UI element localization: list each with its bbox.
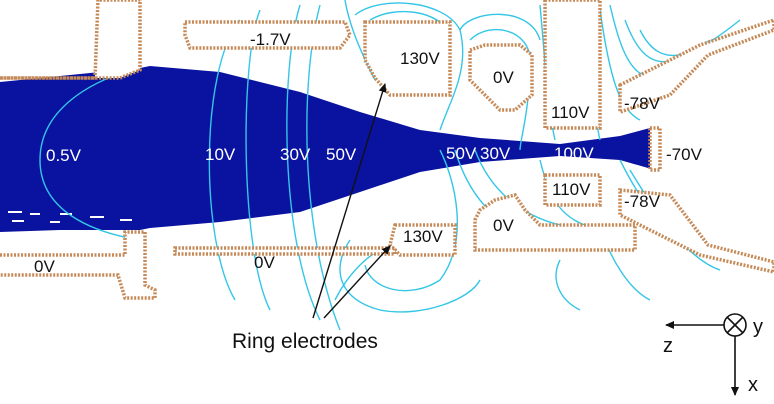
- potential-30v-right: 30V: [480, 144, 511, 163]
- potential-10v: 10V: [205, 145, 236, 164]
- field-line: [339, 239, 481, 313]
- axis-label-y: y: [753, 316, 763, 338]
- electrode-labels: -1.7V -1.7V 130V 0V 110V 110V -78V -78V …: [26, 30, 703, 276]
- label-upper-right-block: 110V: [551, 103, 590, 122]
- axis-label-z: z: [663, 335, 673, 357]
- electrodes: [0, 0, 774, 300]
- left-upper-electrode: [0, 0, 142, 80]
- potential-50v-right: 50V: [446, 144, 477, 163]
- label-right-bottom: -78V: [624, 192, 661, 211]
- label-top-bar: -1.7V: [250, 30, 291, 49]
- arrow-to-lower-ring: [323, 245, 391, 319]
- center-bottom-electrode: [473, 193, 637, 252]
- right-bottom-electrode: [618, 188, 774, 274]
- label-lower-right-block: 110V: [552, 180, 591, 199]
- upper-ring-electrode: [363, 20, 452, 97]
- label-exit: -70V: [666, 145, 703, 164]
- axis-indicator: z y x: [663, 313, 763, 396]
- center-top-electrode: [468, 43, 534, 112]
- ion-beam: [0, 66, 655, 232]
- lower-bar-electrode: [173, 246, 397, 256]
- label-left-bottom: 0V: [34, 257, 55, 276]
- label-center-bottom: 0V: [493, 216, 514, 235]
- upper-right-block-electrode: [543, 0, 602, 130]
- exit-electrode: [648, 126, 662, 172]
- cross-in-circle-icon: [723, 313, 747, 337]
- label-ring-bottom: 130V: [403, 227, 443, 246]
- field-line: [555, 259, 581, 311]
- potential-30v-left: 30V: [280, 145, 311, 164]
- potential-50v-left: 50V: [326, 145, 357, 164]
- beam-envelope: [0, 66, 655, 232]
- potential-labels: 0.5V 10V 30V 50V 50V 30V 100V: [46, 144, 594, 165]
- field-line: [39, 159, 141, 241]
- label-left-top: -1.7V: [26, 53, 67, 72]
- lower-ring-electrode: [388, 223, 457, 257]
- lower-left-electrode: [0, 230, 157, 300]
- label-ring-top: 130V: [400, 49, 440, 68]
- label-right-top: -78V: [624, 94, 661, 113]
- beam-streaks: [8, 211, 132, 223]
- label-center-top: 0V: [493, 68, 514, 87]
- field-line: [364, 149, 458, 292]
- caption-ring-electrodes: Ring electrodes: [232, 330, 378, 353]
- potential-100v: 100V: [554, 144, 594, 163]
- field-line: [599, 9, 641, 121]
- axis-label-x: x: [748, 374, 758, 396]
- label-bottom-bar: 0V: [254, 253, 275, 272]
- upper-bar-electrode: [183, 20, 352, 50]
- caption-arrows: [312, 83, 391, 319]
- right-top-electrode: [618, 18, 774, 115]
- arrow-to-upper-ring: [312, 83, 387, 319]
- field-line: [639, 19, 741, 57]
- lower-right-block-electrode: [543, 173, 602, 207]
- field-line: [459, 13, 541, 41]
- potential-0-5v: 0.5V: [46, 146, 82, 165]
